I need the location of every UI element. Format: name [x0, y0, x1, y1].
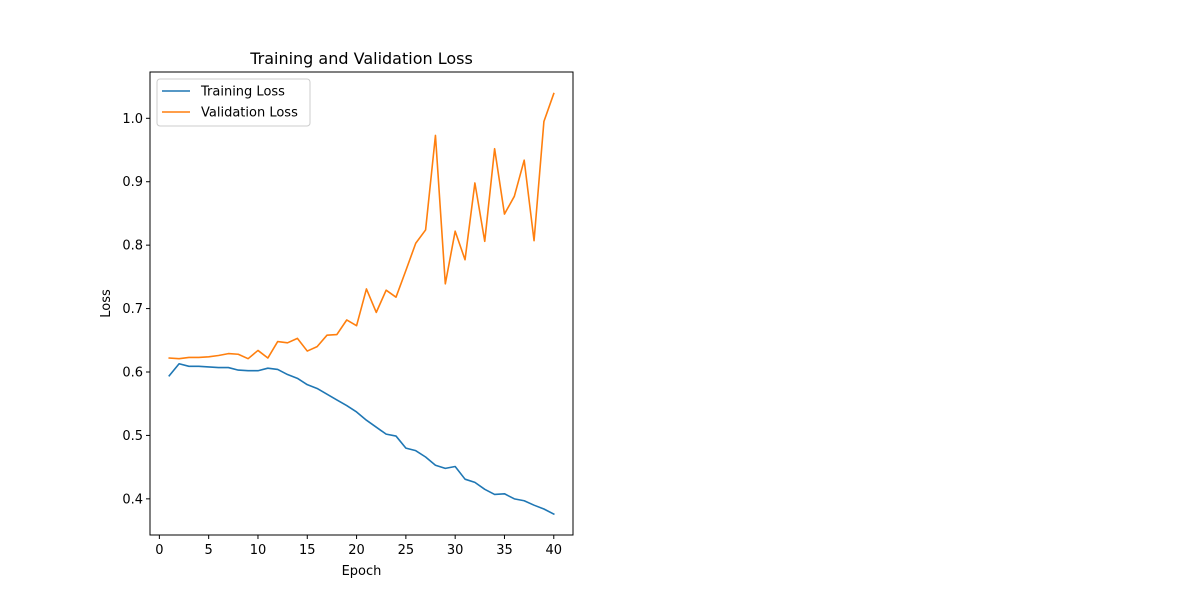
legend-label-training-loss: Training Loss	[200, 85, 285, 100]
x-tick-label: 0	[155, 543, 163, 558]
legend-label-validation-loss: Validation Loss	[201, 106, 298, 121]
x-axis-ticks: 0 5 10 15 20 25 30 35 40	[155, 535, 562, 558]
legend: Training Loss Validation Loss	[156, 78, 311, 127]
series-line-validation-loss	[168, 92, 555, 360]
x-axis-label: Epoch	[342, 564, 382, 579]
y-tick-label: 0.7	[122, 302, 143, 317]
y-tick-label: 0.5	[122, 429, 143, 444]
y-tick-label: 0.6	[122, 365, 143, 380]
plot-area	[149, 71, 574, 536]
series-layer	[168, 92, 555, 516]
series-line-training-loss	[168, 362, 555, 516]
y-axis-label: Loss	[99, 289, 114, 318]
y-tick-label: 0.8	[122, 239, 143, 254]
legend-box	[156, 78, 311, 127]
x-tick-label: 30	[447, 543, 464, 558]
y-tick-label: 0.9	[122, 175, 143, 190]
chart-title: Training and Validation Loss	[249, 49, 473, 68]
axes-frame	[149, 71, 574, 536]
y-tick-label: 1.0	[122, 112, 143, 127]
x-tick-label: 20	[348, 543, 365, 558]
y-tick-label: 0.4	[122, 492, 143, 507]
y-axis-ticks: 0.4 0.5 0.6 0.7 0.8 0.9 1.0	[122, 112, 150, 507]
x-tick-label: 25	[398, 543, 415, 558]
x-tick-label: 35	[496, 543, 513, 558]
legend-items: Training Loss Validation Loss	[162, 85, 298, 121]
x-tick-label: 40	[545, 543, 562, 558]
x-tick-label: 5	[205, 543, 213, 558]
x-tick-label: 10	[250, 543, 267, 558]
x-tick-label: 15	[299, 543, 316, 558]
